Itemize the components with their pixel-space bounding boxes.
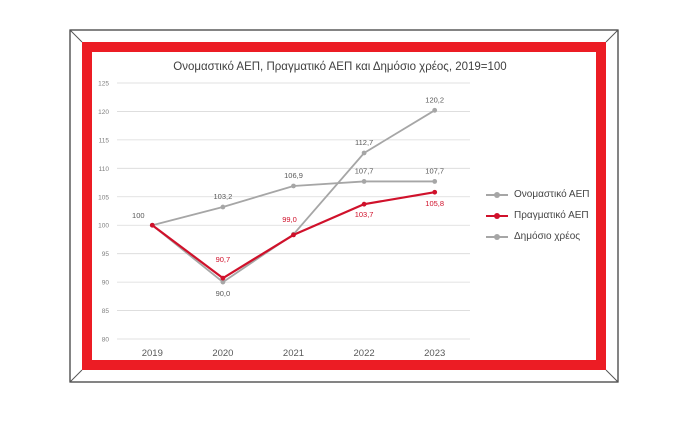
x-tick-label: 2019	[142, 348, 163, 359]
data-point	[220, 204, 226, 210]
data-label: 107,7	[355, 166, 374, 175]
data-point	[432, 189, 438, 195]
data-point	[149, 222, 155, 228]
data-point	[432, 179, 438, 184]
legend: Ονομαστικό ΑΕΠ Πραγματικό ΑΕΠ Δημόσιο χρ…	[486, 184, 606, 247]
x-tick-label: 2020	[212, 348, 233, 359]
y-tick-label: 105	[98, 194, 109, 201]
data-label: 90,7	[216, 255, 231, 264]
x-axis-tick-labels: 2019 2020 2021 2022 2023	[142, 348, 446, 359]
data-label: 105,8	[425, 199, 444, 208]
data-label: 103,2	[214, 192, 233, 201]
data-label: 107,7	[425, 166, 444, 175]
legend-swatch-real-gdp	[486, 211, 508, 221]
y-tick-label: 110	[99, 166, 110, 173]
picture-frame	[69, 29, 619, 383]
legend-item-real-gdp: Πραγματικό ΑΕΠ	[486, 205, 606, 226]
data-point	[291, 183, 296, 189]
data-point	[361, 201, 367, 207]
legend-item-nominal-gdp: Ονομαστικό ΑΕΠ	[486, 184, 606, 205]
y-axis-tick-labels: 80 85 90 95 100 105 110 115 120 125	[98, 81, 109, 344]
x-tick-label: 2021	[283, 348, 304, 359]
legend-swatch-nominal-gdp	[486, 190, 508, 200]
y-tick-label: 85	[102, 308, 110, 315]
legend-swatch-public-debt	[486, 232, 508, 242]
legend-item-public-debt: Δημόσιο χρέος	[486, 226, 606, 247]
data-label: 100	[132, 211, 145, 220]
y-tick-label: 100	[98, 223, 109, 230]
data-point	[220, 279, 226, 285]
data-labels: 100 90,0 112,7 120,2 90,7 99,0 103,7 105,8 103,2…	[132, 95, 444, 298]
data-point	[361, 179, 367, 184]
data-label: 103,7	[355, 210, 374, 219]
y-tick-label: 95	[102, 251, 110, 258]
data-point	[432, 107, 438, 113]
data-label: 99,0	[282, 215, 297, 224]
data-label: 106,9	[284, 171, 303, 180]
legend-label-real-gdp: Πραγματικό ΑΕΠ	[514, 210, 589, 221]
data-point	[220, 275, 226, 281]
data-label: 120,2	[425, 95, 444, 104]
y-tick-label: 80	[102, 337, 110, 344]
data-point	[361, 150, 367, 156]
chart-title: Ονομαστικό ΑΕΠ, Πραγματικό ΑΕΠ και Δημόσ…	[173, 61, 506, 73]
data-point	[291, 232, 296, 238]
legend-label-nominal-gdp: Ονομαστικό ΑΕΠ	[514, 189, 590, 200]
legend-label-public-debt: Δημόσιο χρέος	[514, 231, 581, 242]
x-tick-label: 2023	[424, 348, 445, 359]
y-tick-label: 120	[98, 109, 109, 116]
y-tick-label: 125	[98, 81, 109, 88]
y-tick-label: 90	[102, 280, 110, 287]
data-label: 112,7	[355, 138, 373, 147]
red-border	[82, 42, 606, 370]
series-lines	[149, 107, 438, 285]
y-tick-label: 115	[99, 137, 110, 144]
data-label: 90,0	[216, 289, 231, 298]
x-tick-label: 2022	[354, 348, 375, 359]
